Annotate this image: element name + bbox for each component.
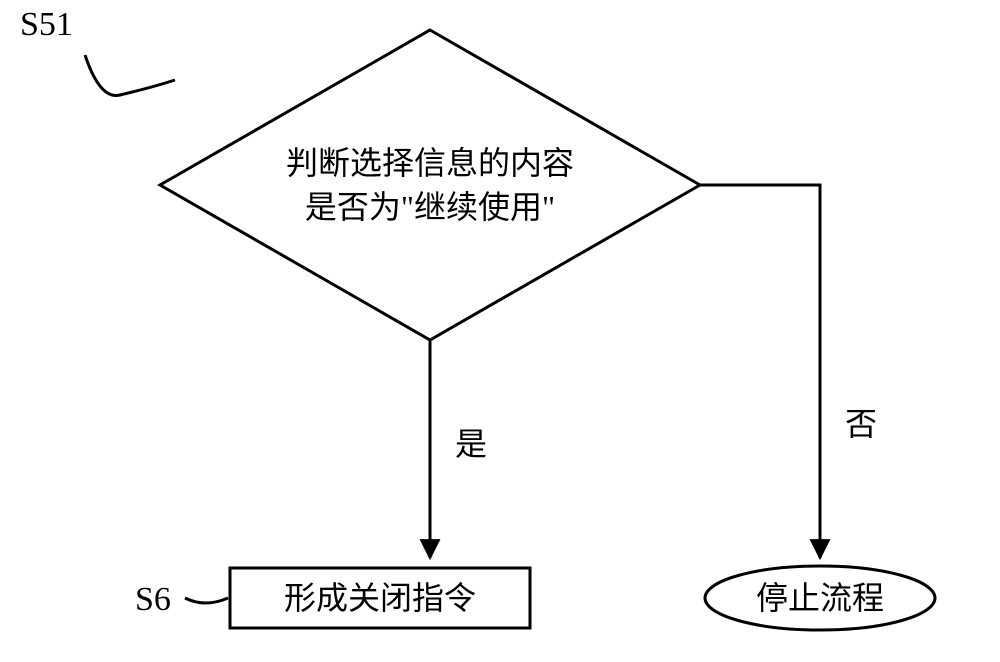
ref-s6-label: S6 (135, 581, 171, 618)
ref-s6-connector (185, 598, 228, 603)
terminator-text: 停止流程 (756, 580, 884, 616)
process-text: 形成关闭指令 (284, 580, 476, 616)
edge-no-line (700, 185, 820, 558)
ref-s6: S6 (135, 581, 228, 618)
decision-text-line1: 判断选择信息的内容 (286, 145, 574, 181)
edge-yes-label: 是 (455, 426, 487, 462)
process-node: 形成关闭指令 (230, 568, 530, 628)
terminator-node: 停止流程 (705, 566, 935, 630)
edge-no: 否 (700, 185, 877, 558)
decision-text-line2: 是否为"继续使用" (305, 189, 555, 225)
decision-node: 判断选择信息的内容 是否为"继续使用" (160, 30, 700, 340)
ref-s51-connector (85, 55, 175, 96)
ref-s51: S51 (20, 6, 175, 96)
ref-s51-label: S51 (20, 6, 73, 43)
edge-no-label: 否 (845, 406, 877, 442)
edge-yes: 是 (430, 340, 487, 558)
decision-diamond-shape (160, 30, 700, 340)
